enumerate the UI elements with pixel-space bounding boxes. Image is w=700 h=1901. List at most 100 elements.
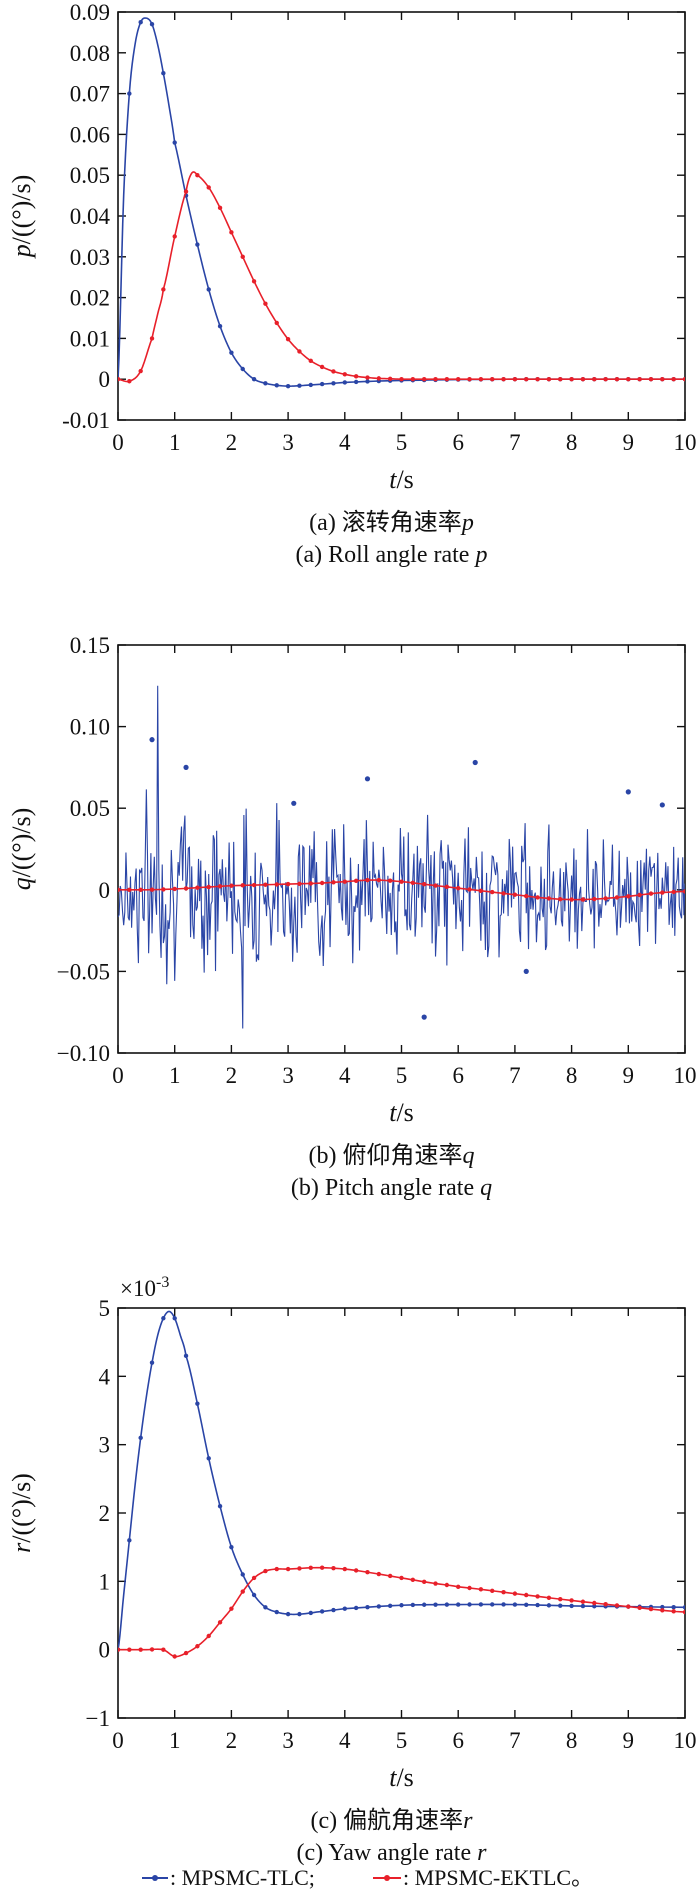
series-tlc-marker xyxy=(274,1609,279,1615)
series-tlc-marker xyxy=(285,383,291,389)
y-tick-label: 4 xyxy=(99,1364,111,1389)
series-ektlc-marker xyxy=(512,1591,518,1596)
series-ektlc-marker xyxy=(263,1568,268,1574)
series-ektlc-marker xyxy=(240,1589,245,1594)
caption-cn: (b) 俯仰角速率q xyxy=(309,1142,475,1169)
y-tick-label: 0.03 xyxy=(70,245,110,270)
series-tlc-marker xyxy=(535,1602,540,1608)
plot-area xyxy=(118,17,685,389)
series-ektlc-marker xyxy=(637,377,642,382)
series-ektlc-marker xyxy=(138,1647,143,1652)
series-ektlc-marker xyxy=(580,1599,586,1604)
series-tlc-marker xyxy=(217,323,223,329)
series-ektlc-marker xyxy=(263,882,268,887)
series-ektlc-marker xyxy=(456,885,461,891)
series-tlc-marker xyxy=(399,1603,404,1608)
y-axis-label: q/((°)/s) xyxy=(7,808,36,891)
series-tlc-marker xyxy=(195,242,200,247)
series-ektlc-line xyxy=(118,171,685,383)
series-tlc-marker xyxy=(127,1538,132,1543)
x-tick-label: 9 xyxy=(623,1063,635,1088)
series-ektlc-marker xyxy=(614,1603,620,1608)
series-ektlc-marker xyxy=(217,205,223,211)
series-ektlc-marker xyxy=(353,878,359,884)
plot-frame xyxy=(117,1307,686,1719)
series-ektlc-marker xyxy=(118,1647,121,1652)
series-ektlc-marker xyxy=(365,877,370,883)
caption-cn: (c) 偏航角速率r xyxy=(311,1807,474,1834)
y-tick-label: 0.05 xyxy=(70,796,110,821)
x-tick-label: 5 xyxy=(396,1728,408,1753)
x-tick-label: 9 xyxy=(623,430,635,455)
series-ektlc-marker xyxy=(195,885,200,890)
y-axis-label: r/((°)/s) xyxy=(7,1473,36,1553)
series-tlc-marker xyxy=(161,71,166,76)
series-tlc-marker xyxy=(217,1503,223,1509)
series-ektlc-marker xyxy=(580,897,586,902)
series-ektlc-marker xyxy=(172,886,177,892)
series-ektlc-marker xyxy=(433,883,438,888)
x-tick-label: 1 xyxy=(169,1728,181,1753)
series-ektlc-marker xyxy=(297,349,302,354)
series-tlc-marker xyxy=(0,0,2,2)
series-ektlc-marker xyxy=(274,1566,279,1572)
series-ektlc-marker xyxy=(251,882,257,888)
series-ektlc-marker xyxy=(637,892,642,898)
series-tlc-marker xyxy=(274,383,279,388)
y-tick-label: 0 xyxy=(99,878,111,903)
x-tick-label: 7 xyxy=(509,1063,521,1088)
series-tlc-marker xyxy=(229,1544,234,1550)
series-ektlc-marker xyxy=(660,377,665,382)
series-ektlc-marker xyxy=(229,1606,234,1611)
series-ektlc-marker xyxy=(444,1582,450,1588)
series-ektlc-marker xyxy=(592,1600,597,1606)
series-ektlc-marker xyxy=(524,1592,529,1598)
series-ektlc-marker xyxy=(660,1608,665,1613)
series-ektlc-marker xyxy=(421,377,427,382)
y-tick-label: -0.01 xyxy=(62,408,110,433)
series-tlc-marker xyxy=(138,1435,143,1441)
series-ektlc-marker xyxy=(592,896,597,902)
series-ektlc-marker xyxy=(285,881,291,887)
series-ektlc-marker xyxy=(183,886,189,891)
series-ektlc-marker xyxy=(512,377,518,382)
series-ektlc-marker xyxy=(161,1647,166,1652)
series-ektlc-marker xyxy=(118,377,121,382)
series-tlc-marker xyxy=(376,1604,382,1609)
series-tlc-marker xyxy=(433,1602,438,1607)
series-ektlc-marker xyxy=(467,377,472,382)
series-ektlc-marker xyxy=(478,1587,484,1592)
x-tick-label: 6 xyxy=(452,430,464,455)
series-ektlc-marker xyxy=(546,896,552,901)
series-ektlc-marker xyxy=(217,884,223,889)
y-tick-label: 5 xyxy=(99,1296,111,1321)
series-tlc-line xyxy=(118,1310,685,1650)
series-tlc-marker xyxy=(331,381,336,386)
series-tlc-marker xyxy=(472,759,478,766)
x-tick-label: 7 xyxy=(509,1728,521,1753)
x-tick-label: 8 xyxy=(566,1728,578,1753)
series-ektlc-marker xyxy=(626,1604,631,1609)
series-ektlc-marker xyxy=(444,884,450,890)
plot-frame xyxy=(117,644,686,1054)
chart-panel-a: 0 1 2 3 4 5 6 7 8 9 10-0.0100.010.020.030.040.050.… xyxy=(7,0,697,568)
y-tick-label: 0.08 xyxy=(70,41,110,66)
series-ektlc-marker xyxy=(456,377,461,382)
series-tlc-marker xyxy=(319,1609,325,1614)
x-tick-label: 10 xyxy=(674,430,697,455)
series-ektlc-marker xyxy=(501,891,506,896)
series-tlc-marker xyxy=(138,20,143,25)
series-ektlc-marker xyxy=(467,887,472,892)
series-tlc-marker xyxy=(660,1604,665,1610)
x-axis-label: t/s xyxy=(389,1098,414,1127)
series-ektlc-marker xyxy=(603,1602,608,1607)
caption-en: (c) Yaw angle rate r xyxy=(297,1840,488,1866)
legend-tlc-label: : MPSMC-TLC; xyxy=(170,1865,315,1890)
y-tick-label: 0.10 xyxy=(70,715,110,740)
series-tlc-marker xyxy=(682,1605,685,1610)
series-tlc-marker xyxy=(524,1602,529,1607)
series-ektlc-marker xyxy=(546,377,552,382)
series-ektlc-marker xyxy=(127,379,132,384)
series-ektlc-marker xyxy=(206,185,211,190)
series-ektlc-marker xyxy=(376,877,382,883)
